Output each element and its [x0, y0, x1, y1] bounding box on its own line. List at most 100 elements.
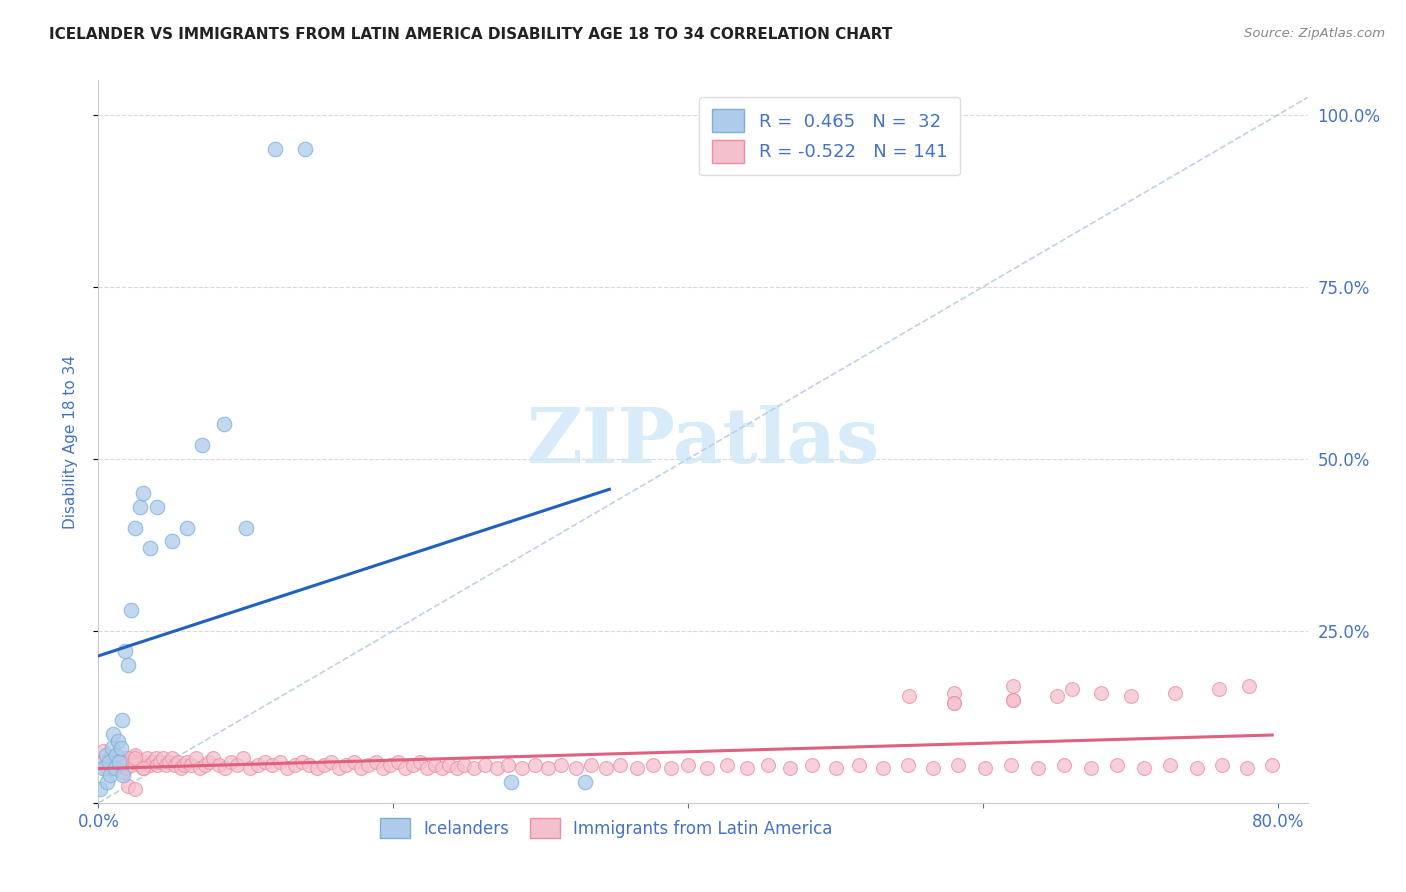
- Point: [1060, 682, 1083, 697]
- Point: [364, 755, 387, 769]
- Point: [212, 417, 235, 432]
- Point: [208, 758, 231, 772]
- Point: [1053, 758, 1076, 772]
- Point: [824, 761, 846, 775]
- Point: [264, 142, 287, 156]
- Point: [94, 758, 117, 772]
- Point: [371, 761, 394, 775]
- Point: [305, 761, 328, 775]
- Point: [101, 761, 124, 775]
- Point: [112, 764, 135, 779]
- Point: [94, 747, 117, 762]
- Point: [269, 755, 291, 769]
- Point: [198, 755, 221, 769]
- Point: [139, 541, 162, 556]
- Point: [100, 755, 122, 769]
- Point: [167, 755, 190, 769]
- Point: [1159, 758, 1181, 772]
- Point: [91, 755, 114, 769]
- Point: [160, 751, 183, 765]
- Point: [453, 758, 475, 772]
- Point: [897, 758, 920, 772]
- Point: [117, 658, 139, 673]
- Point: [942, 686, 965, 700]
- Point: [184, 751, 207, 765]
- Point: [124, 751, 146, 765]
- Point: [946, 758, 969, 772]
- Point: [291, 755, 314, 769]
- Point: [973, 761, 995, 775]
- Point: [176, 755, 198, 769]
- Point: [430, 761, 453, 775]
- Point: [180, 758, 202, 772]
- Point: [111, 755, 134, 769]
- Point: [294, 142, 316, 156]
- Point: [579, 758, 602, 772]
- Point: [501, 775, 523, 789]
- Point: [942, 696, 965, 710]
- Point: [387, 755, 409, 769]
- Point: [801, 758, 824, 772]
- Point: [188, 761, 211, 775]
- Point: [146, 500, 169, 514]
- Point: [145, 751, 167, 765]
- Point: [117, 755, 139, 769]
- Point: [1026, 761, 1049, 775]
- Point: [117, 779, 139, 793]
- Point: [1046, 689, 1069, 703]
- Point: [1185, 761, 1208, 775]
- Point: [1237, 679, 1260, 693]
- Point: [401, 758, 423, 772]
- Point: [1080, 761, 1102, 775]
- Point: [122, 755, 145, 769]
- Point: [380, 758, 402, 772]
- Point: [112, 768, 135, 782]
- Point: [446, 761, 468, 775]
- Point: [89, 782, 111, 797]
- Point: [100, 740, 122, 755]
- Point: [1236, 761, 1258, 775]
- Point: [1001, 692, 1024, 706]
- Point: [124, 747, 146, 762]
- Point: [756, 758, 779, 772]
- Legend: Icelanders, Immigrants from Latin America: Icelanders, Immigrants from Latin Americ…: [374, 812, 839, 845]
- Point: [942, 696, 965, 710]
- Point: [98, 768, 121, 782]
- Point: [226, 758, 249, 772]
- Text: ZIPatlas: ZIPatlas: [526, 405, 880, 478]
- Point: [110, 758, 132, 772]
- Point: [104, 761, 127, 775]
- Point: [246, 758, 269, 772]
- Point: [298, 758, 321, 772]
- Point: [595, 761, 617, 775]
- Point: [678, 758, 700, 772]
- Point: [219, 755, 242, 769]
- Point: [170, 761, 193, 775]
- Y-axis label: Disability Age 18 to 34: Disability Age 18 to 34: [63, 354, 77, 529]
- Point: [262, 758, 284, 772]
- Point: [120, 758, 142, 772]
- Point: [394, 761, 416, 775]
- Point: [626, 761, 648, 775]
- Point: [114, 751, 136, 765]
- Point: [91, 761, 114, 775]
- Text: Source: ZipAtlas.com: Source: ZipAtlas.com: [1244, 27, 1385, 40]
- Point: [872, 761, 894, 775]
- Point: [463, 761, 485, 775]
- Point: [134, 755, 156, 769]
- Point: [574, 775, 596, 789]
- Point: [735, 761, 758, 775]
- Point: [641, 758, 664, 772]
- Point: [1001, 679, 1024, 693]
- Point: [235, 520, 257, 534]
- Point: [1164, 686, 1187, 700]
- Point: [173, 758, 195, 772]
- Point: [276, 761, 298, 775]
- Point: [659, 761, 682, 775]
- Point: [1133, 761, 1156, 775]
- Point: [1261, 758, 1284, 772]
- Point: [165, 758, 187, 772]
- Point: [523, 758, 546, 772]
- Point: [97, 751, 120, 765]
- Point: [98, 761, 121, 775]
